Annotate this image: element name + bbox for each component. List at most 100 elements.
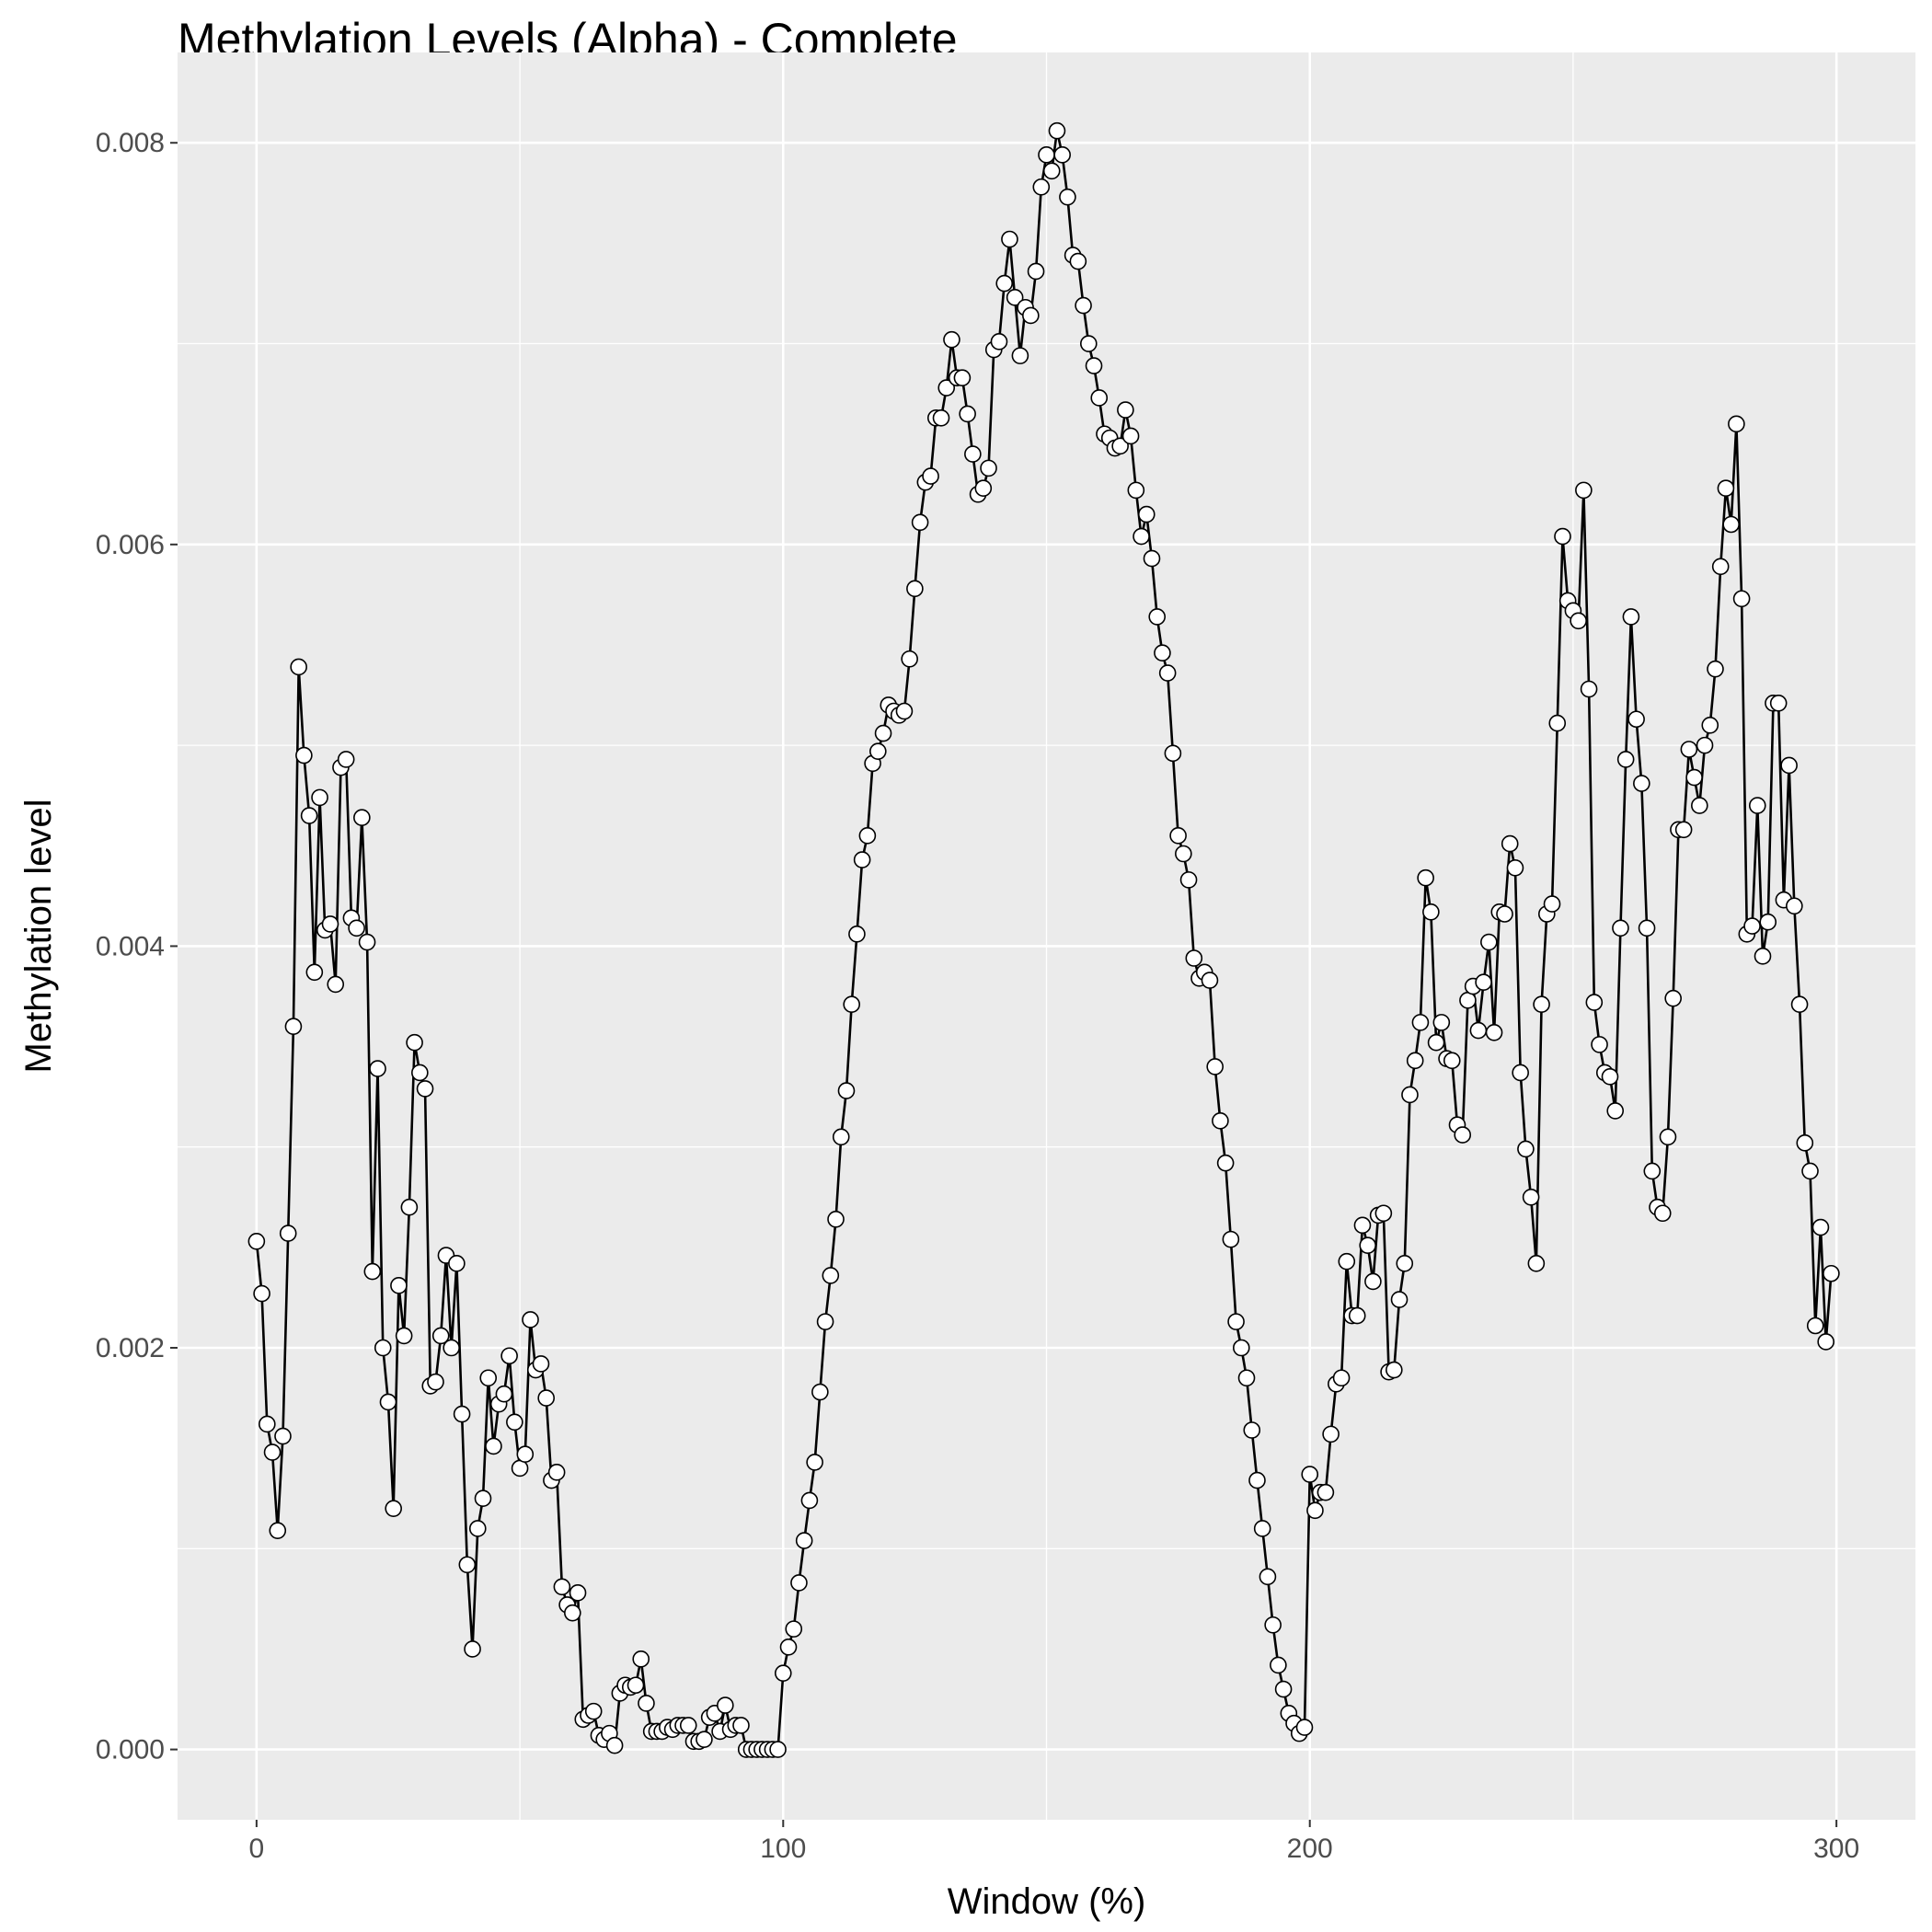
data-point [1032, 178, 1051, 196]
data-point [468, 1520, 487, 1537]
data-point [869, 742, 887, 760]
data-point [1121, 427, 1140, 445]
data-point [1270, 1656, 1287, 1674]
data-point [1148, 608, 1167, 626]
data-point [1653, 1204, 1672, 1223]
data-point [1522, 1188, 1540, 1206]
data-point [774, 1664, 792, 1682]
data-point [790, 1574, 808, 1592]
data-point [837, 1082, 856, 1099]
data-point [1348, 1306, 1366, 1325]
data-point [1338, 1252, 1356, 1271]
data-point [1659, 1128, 1677, 1146]
data-point [584, 1702, 603, 1720]
data-point [1422, 903, 1440, 921]
data-point [1048, 121, 1066, 140]
data-point [390, 1277, 408, 1294]
data-point [464, 1640, 481, 1658]
data-point [1332, 1369, 1351, 1387]
data-point [874, 724, 892, 742]
data-point [374, 1339, 392, 1357]
major-gridlines [178, 52, 1915, 1820]
data-point [1548, 714, 1567, 732]
data-point [1717, 479, 1735, 498]
data-point [1322, 1425, 1340, 1443]
data-point [1517, 1140, 1535, 1158]
data-point [1728, 415, 1745, 433]
data-point [1570, 612, 1587, 630]
data-point [822, 1267, 840, 1284]
data-point [1212, 1112, 1229, 1130]
data-point [1701, 716, 1719, 734]
data-point [1053, 146, 1071, 164]
data-point [848, 926, 866, 943]
data-point [785, 1620, 803, 1638]
data-point [1554, 527, 1571, 546]
data-point [1364, 1272, 1382, 1291]
data-point [431, 1327, 450, 1345]
data-point [274, 1427, 292, 1445]
data-point [458, 1556, 477, 1574]
data-point [300, 807, 318, 824]
data-point [937, 379, 956, 397]
data-point [1390, 1291, 1409, 1308]
data-point [1612, 919, 1629, 937]
data-point [1427, 1033, 1445, 1052]
data-point [1295, 1719, 1314, 1736]
data-point [1732, 590, 1751, 608]
data-point [263, 1443, 282, 1461]
data-point [1707, 660, 1724, 678]
data-point [853, 851, 871, 868]
data-point [1475, 973, 1492, 992]
data-point [953, 369, 972, 386]
data-point [1158, 664, 1177, 682]
data-point [1527, 1255, 1546, 1272]
data-point [1143, 549, 1161, 568]
data-point [385, 1500, 402, 1517]
data-point [827, 1211, 845, 1228]
data-point [1817, 1333, 1834, 1351]
data-point [1627, 710, 1645, 729]
data-point [1201, 972, 1219, 989]
data-point [1127, 481, 1145, 500]
data-point [516, 1445, 535, 1463]
data-point [553, 1578, 571, 1596]
data-point [1216, 1154, 1235, 1172]
data-point [284, 1018, 303, 1036]
data-point [1580, 680, 1598, 698]
data-point [1154, 644, 1171, 662]
y-axis-title: Methylation level [18, 799, 59, 1074]
data-point [353, 809, 371, 827]
data-point [1622, 608, 1640, 626]
data-point [363, 1262, 382, 1281]
data-point [1643, 1162, 1662, 1180]
data-point [1386, 1361, 1403, 1379]
data-point [1253, 1520, 1271, 1537]
data-point [448, 1255, 466, 1272]
data-point [522, 1311, 539, 1328]
data-point [1059, 188, 1076, 206]
data-point [506, 1413, 523, 1432]
data-point [1512, 1064, 1529, 1082]
data-point [964, 445, 982, 463]
data-point [1575, 481, 1593, 500]
data-point [1111, 437, 1129, 455]
data-point [1006, 289, 1024, 306]
data-point [911, 513, 929, 532]
data-point [1585, 994, 1604, 1011]
data-point [1085, 357, 1103, 374]
data-point [1301, 1466, 1319, 1483]
data-point [800, 1491, 819, 1510]
data-point [406, 1033, 423, 1052]
data-point [1359, 1236, 1376, 1254]
data-point [247, 1233, 266, 1250]
data-point [1185, 949, 1203, 967]
data-point [1748, 797, 1766, 814]
data-point [427, 1373, 444, 1391]
data-point [311, 788, 328, 807]
data-point [1722, 515, 1740, 534]
data-point [1264, 1616, 1282, 1634]
data-points [247, 121, 1840, 1758]
data-point [1796, 1134, 1814, 1152]
